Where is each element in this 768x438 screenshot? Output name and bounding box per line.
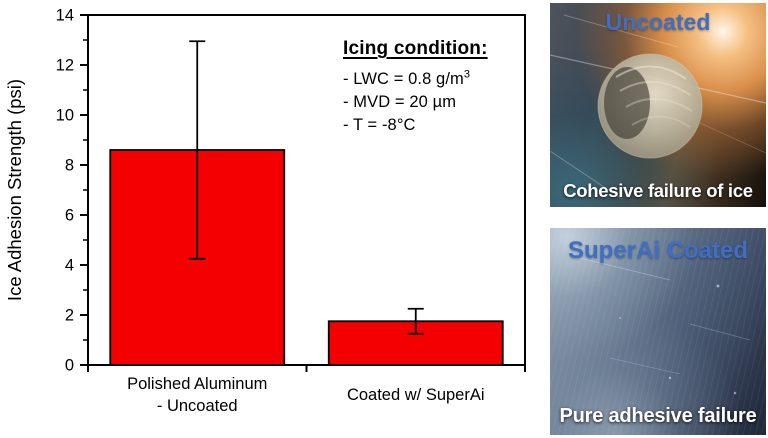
- y-tick-label: 8: [65, 157, 74, 175]
- ice-ridge: [615, 65, 687, 80]
- ice-dark-crescent: [604, 67, 650, 139]
- ice-residue-artwork: [550, 14, 766, 200]
- x-category-label: Polished Aluminum: [127, 375, 267, 393]
- y-tick-label: 0: [65, 357, 74, 375]
- y-tick-label: 6: [65, 207, 74, 225]
- y-tick-label: 10: [56, 107, 74, 125]
- ice-adhesion-bar-chart: 0 2 4 6 8 10 12 14 Polished Aluminum - Uncoated Co…: [4, 7, 526, 415]
- photo-caption-adhesive-failure: Pure adhesive failure: [559, 405, 757, 427]
- speck: [716, 284, 720, 288]
- scratch-line: [579, 257, 671, 281]
- annotation-title: Icing condition:: [343, 38, 488, 59]
- speck: [733, 391, 737, 395]
- annotation-line: - LWC = 0.8 g/m3: [343, 68, 471, 88]
- ice-ridge: [619, 80, 691, 96]
- annotation-lines: - LWC = 0.8 g/m3 - MVD = 20 µm - T = -8°C: [343, 68, 488, 137]
- y-tick-label: 12: [56, 57, 74, 75]
- annotation-line: - T = -8°C: [343, 116, 416, 134]
- speck: [668, 376, 672, 380]
- photo-label-uncoated: Uncoated: [605, 9, 711, 35]
- icing-condition-annotation: Icing condition: - LWC = 0.8 g/m3 - MVD =…: [343, 38, 488, 137]
- y-tick-label: 14: [56, 7, 74, 25]
- scratch-line: [609, 357, 681, 375]
- photo-superai-coated-sample: SuperAi Coated Pure adhesive failure: [550, 228, 766, 435]
- ice-ridge: [631, 115, 691, 128]
- scratch-line: [550, 150, 623, 200]
- scratch-line: [699, 122, 766, 154]
- y-axis-title: Ice Adhesion Strength (psi): [4, 79, 25, 301]
- x-category-label: Coated w/ SuperAi: [347, 386, 485, 404]
- y-tick-label: 4: [65, 257, 74, 275]
- photo-uncoated-sample: Uncoated Cohesive failure of ice: [550, 3, 766, 207]
- y-tick-label: 2: [65, 307, 74, 325]
- speck: [619, 317, 621, 319]
- photo-caption-cohesive-failure: Cohesive failure of ice: [563, 180, 753, 201]
- brushed-metal-artwork: [579, 257, 751, 395]
- annotation-line: - MVD = 20 µm: [343, 93, 457, 111]
- photo-label-superai-coated: SuperAi Coated: [567, 237, 749, 264]
- scratch-line: [563, 14, 679, 48]
- x-category-label: - Uncoated: [157, 397, 238, 415]
- ice-ridge: [625, 97, 693, 112]
- scratch-line: [689, 323, 751, 341]
